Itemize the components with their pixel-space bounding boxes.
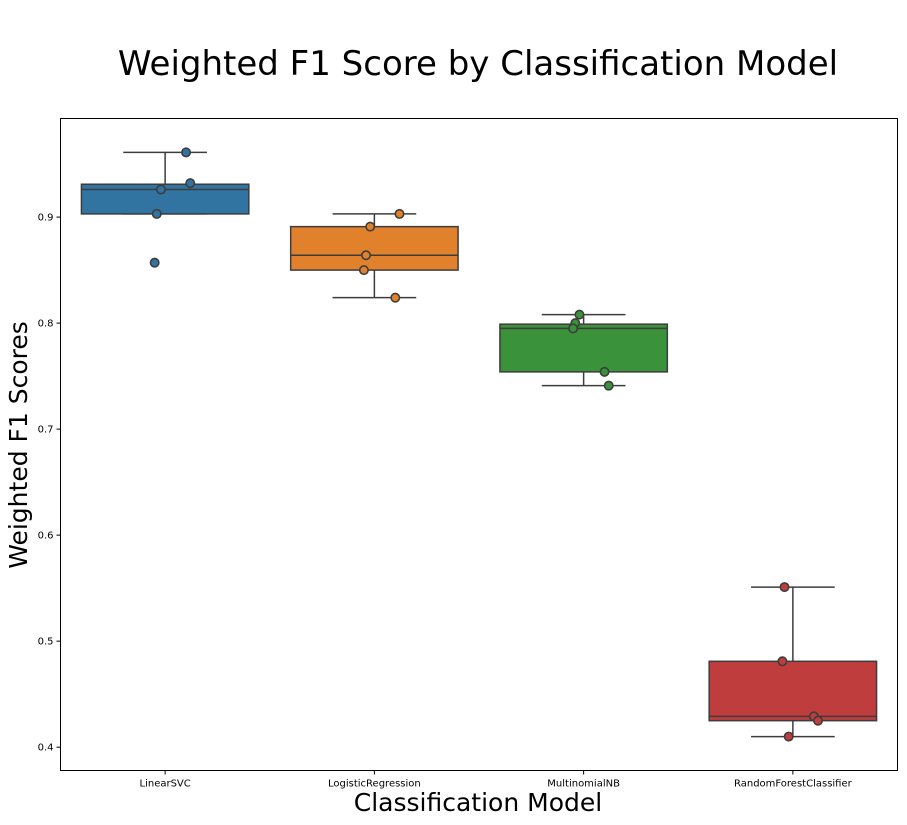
box-iqr <box>289 225 459 271</box>
data-point <box>365 221 376 232</box>
data-point <box>151 208 162 219</box>
data-point <box>599 366 610 377</box>
data-point <box>783 731 794 742</box>
data-point <box>358 265 369 276</box>
x-axis-label: Classification Model <box>354 788 602 817</box>
data-point <box>568 323 579 334</box>
y-tick-label: 0.7 <box>38 425 54 436</box>
x-tick-label: LinearSVC <box>140 779 191 790</box>
data-point <box>394 208 405 219</box>
box-group-1 <box>289 208 459 303</box>
x-tick-label: MultinomialNB <box>547 779 620 790</box>
ticks-layer: LinearSVC LogisticRegression MultinomialNB… <box>38 213 853 790</box>
data-point <box>149 257 160 268</box>
box-group-0 <box>80 147 250 268</box>
data-point <box>390 292 401 303</box>
y-tick-label: 0.8 <box>38 319 54 330</box>
data-point <box>812 715 823 726</box>
data-point <box>155 184 166 195</box>
y-tick-label: 0.4 <box>38 743 54 754</box>
y-tick-label: 0.6 <box>38 531 54 542</box>
data-point <box>603 380 614 391</box>
data-point <box>185 178 196 189</box>
data-point <box>361 250 372 261</box>
x-tick-label: LogisticRegression <box>328 779 421 790</box>
boxes-layer <box>80 147 878 742</box>
y-axis-label: Weighted F1 Scores <box>4 321 33 569</box>
y-tick-label: 0.9 <box>38 213 54 224</box>
box-iqr <box>499 323 669 373</box>
box-group-3 <box>708 582 878 742</box>
data-point <box>574 309 585 320</box>
box-iqr <box>708 660 878 722</box>
data-point <box>779 582 790 593</box>
plot-area <box>60 118 898 771</box>
data-point <box>181 147 192 158</box>
x-tick-label: RandomForestClassifier <box>734 779 853 790</box>
y-tick-label: 0.5 <box>38 637 54 648</box>
box-group-2 <box>499 309 669 391</box>
chart-title: Weighted F1 Score by Classification Mode… <box>118 44 838 84</box>
data-point <box>777 656 788 667</box>
